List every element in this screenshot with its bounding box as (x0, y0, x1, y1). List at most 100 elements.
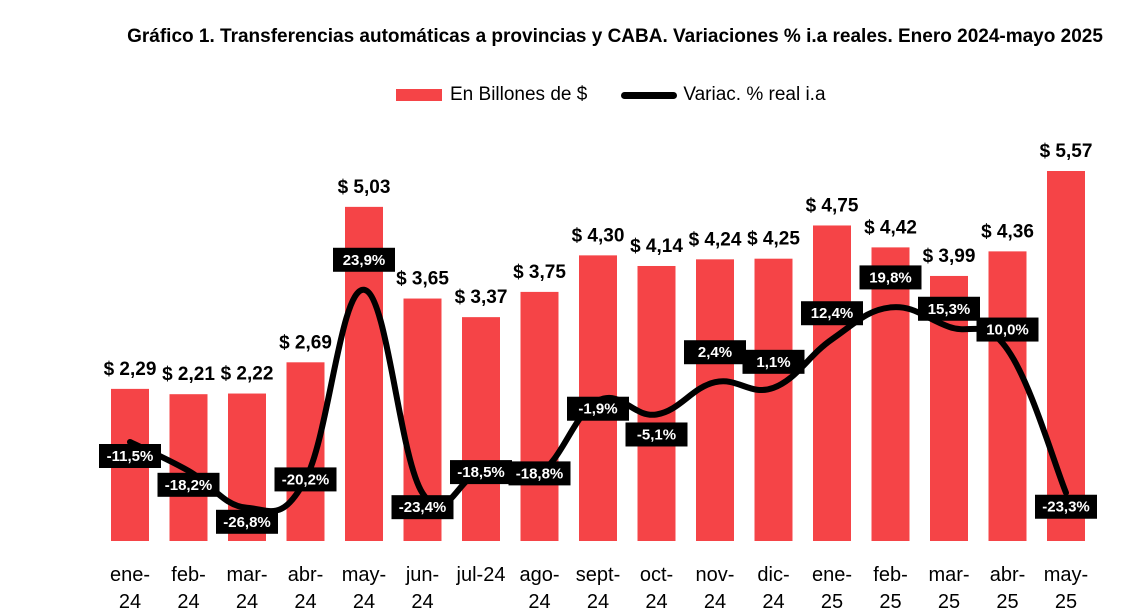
x-tick-label: 24 (411, 591, 433, 613)
legend: En Billones de $ Variac. % real i.a (396, 82, 826, 108)
line-value-label: -23,4% (399, 499, 447, 516)
bar (1047, 171, 1085, 541)
bar-value-label: $ 5,57 (1040, 141, 1093, 162)
line-value-label: -1,9% (578, 401, 617, 418)
legend-bar-label: En Billones de $ (450, 84, 588, 105)
x-tick-label: 24 (587, 591, 609, 613)
x-tick-label: mar- (226, 564, 267, 586)
line-value-label: 2,4% (698, 344, 732, 361)
bar-value-label: $ 4,30 (572, 225, 625, 246)
x-tick-label: 25 (1055, 591, 1077, 613)
bar-value-label: $ 4,14 (630, 236, 683, 257)
x-tick-label: 24 (177, 591, 199, 613)
x-tick-label: nov- (696, 564, 735, 586)
x-tick-label: 25 (996, 591, 1018, 613)
bar (520, 291, 559, 541)
bar-value-label: $ 4,42 (864, 217, 917, 238)
line-label-box (976, 317, 1039, 342)
line-label-box (508, 461, 571, 486)
x-tick-label: 24 (704, 591, 726, 613)
x-tick-label: abr- (288, 564, 324, 586)
x-tick-label: may- (342, 564, 386, 586)
bar-value-label: $ 2,69 (279, 332, 332, 353)
bar-value-label: $ 3,37 (455, 287, 508, 308)
x-tick-label: oct- (640, 564, 673, 586)
bar-value-label: $ 3,75 (513, 262, 566, 283)
line-label-box (450, 460, 512, 485)
line-value-label: -18,8% (516, 465, 564, 482)
line-value-label: 15,3% (928, 301, 971, 318)
x-tick-label: 25 (821, 591, 843, 613)
x-tick-label: 25 (879, 591, 901, 613)
x-tick-label: dic- (757, 564, 789, 586)
x-tick-label: feb- (171, 564, 205, 586)
x-tick-label: 24 (353, 591, 375, 613)
x-tick-label: sept- (576, 564, 620, 586)
line-label-box (99, 444, 161, 468)
bar (813, 225, 851, 541)
line-value-label: 19,8% (869, 269, 912, 286)
line-label-box (391, 495, 454, 520)
bar (871, 247, 910, 541)
line-value-label: -18,5% (457, 464, 505, 481)
line-label-box (859, 265, 922, 290)
bar-value-label: $ 3,99 (923, 246, 976, 267)
x-tick-label: ene- (110, 564, 150, 586)
x-tick-label: 24 (294, 591, 316, 613)
line-label-box (216, 509, 278, 534)
x-tick-label: 24 (645, 591, 667, 613)
line-label-box (918, 296, 980, 321)
x-tick-label: 24 (762, 591, 784, 613)
line-label-box (801, 301, 863, 326)
line-value-label: 1,1% (756, 354, 790, 371)
bar-value-label: $ 2,22 (221, 364, 274, 385)
line-value-label: -26,8% (223, 514, 271, 531)
line-value-label: -23,3% (1042, 499, 1090, 516)
bar-value-label: $ 5,03 (338, 177, 391, 198)
bar-value-label: $ 4,24 (689, 229, 742, 250)
x-tick-label: ene- (812, 564, 852, 586)
line-value-label: -18,2% (165, 477, 213, 494)
line-label-box (684, 340, 746, 365)
x-tick-label: 25 (938, 591, 960, 613)
x-tick-label: 24 (119, 591, 141, 613)
legend-line-swatch (621, 91, 678, 99)
legend-bar-swatch (396, 89, 442, 101)
x-tick-label: abr- (990, 564, 1026, 586)
bar-value-label: $ 4,75 (806, 195, 859, 216)
bar (988, 251, 1027, 541)
line-value-label: 12,4% (811, 305, 854, 322)
legend-line-label: Variac. % real i.a (683, 84, 826, 105)
line-label-box (625, 422, 688, 447)
line-label-box (333, 247, 395, 272)
bar (696, 259, 734, 541)
line-value-label: 23,9% (343, 252, 386, 269)
line-value-label: -11,5% (107, 448, 154, 465)
line-label-box (157, 472, 220, 497)
line-label-box (1035, 494, 1097, 519)
bar (637, 265, 676, 541)
x-tick-label: jul-24 (456, 564, 506, 586)
x-tick-label: 24 (528, 591, 550, 613)
x-tick-label: ago- (519, 564, 559, 586)
line-value-label: -5,1% (637, 426, 676, 443)
bar (462, 317, 500, 541)
bar-value-label: $ 2,21 (162, 364, 215, 385)
bar-value-label: $ 3,65 (396, 269, 449, 290)
bar-value-label: $ 2,29 (104, 359, 157, 380)
x-tick-label: 24 (236, 591, 258, 613)
line-value-label: -20,2% (282, 471, 330, 488)
chart-title: Gráfico 1. Transferencias automáticas a … (127, 26, 1103, 47)
x-tick-label: may- (1044, 564, 1088, 586)
x-tick-label: jun- (405, 564, 439, 586)
x-tick-label: mar- (928, 564, 969, 586)
bar-value-label: $ 4,36 (981, 221, 1034, 242)
line-label-box (567, 396, 629, 421)
line-value-label: 10,0% (986, 322, 1029, 339)
line-label-box (742, 349, 805, 374)
bar-value-label: $ 4,25 (747, 229, 800, 250)
bar (754, 258, 793, 541)
x-tick-label: feb- (873, 564, 907, 586)
line-label-box (274, 467, 337, 492)
